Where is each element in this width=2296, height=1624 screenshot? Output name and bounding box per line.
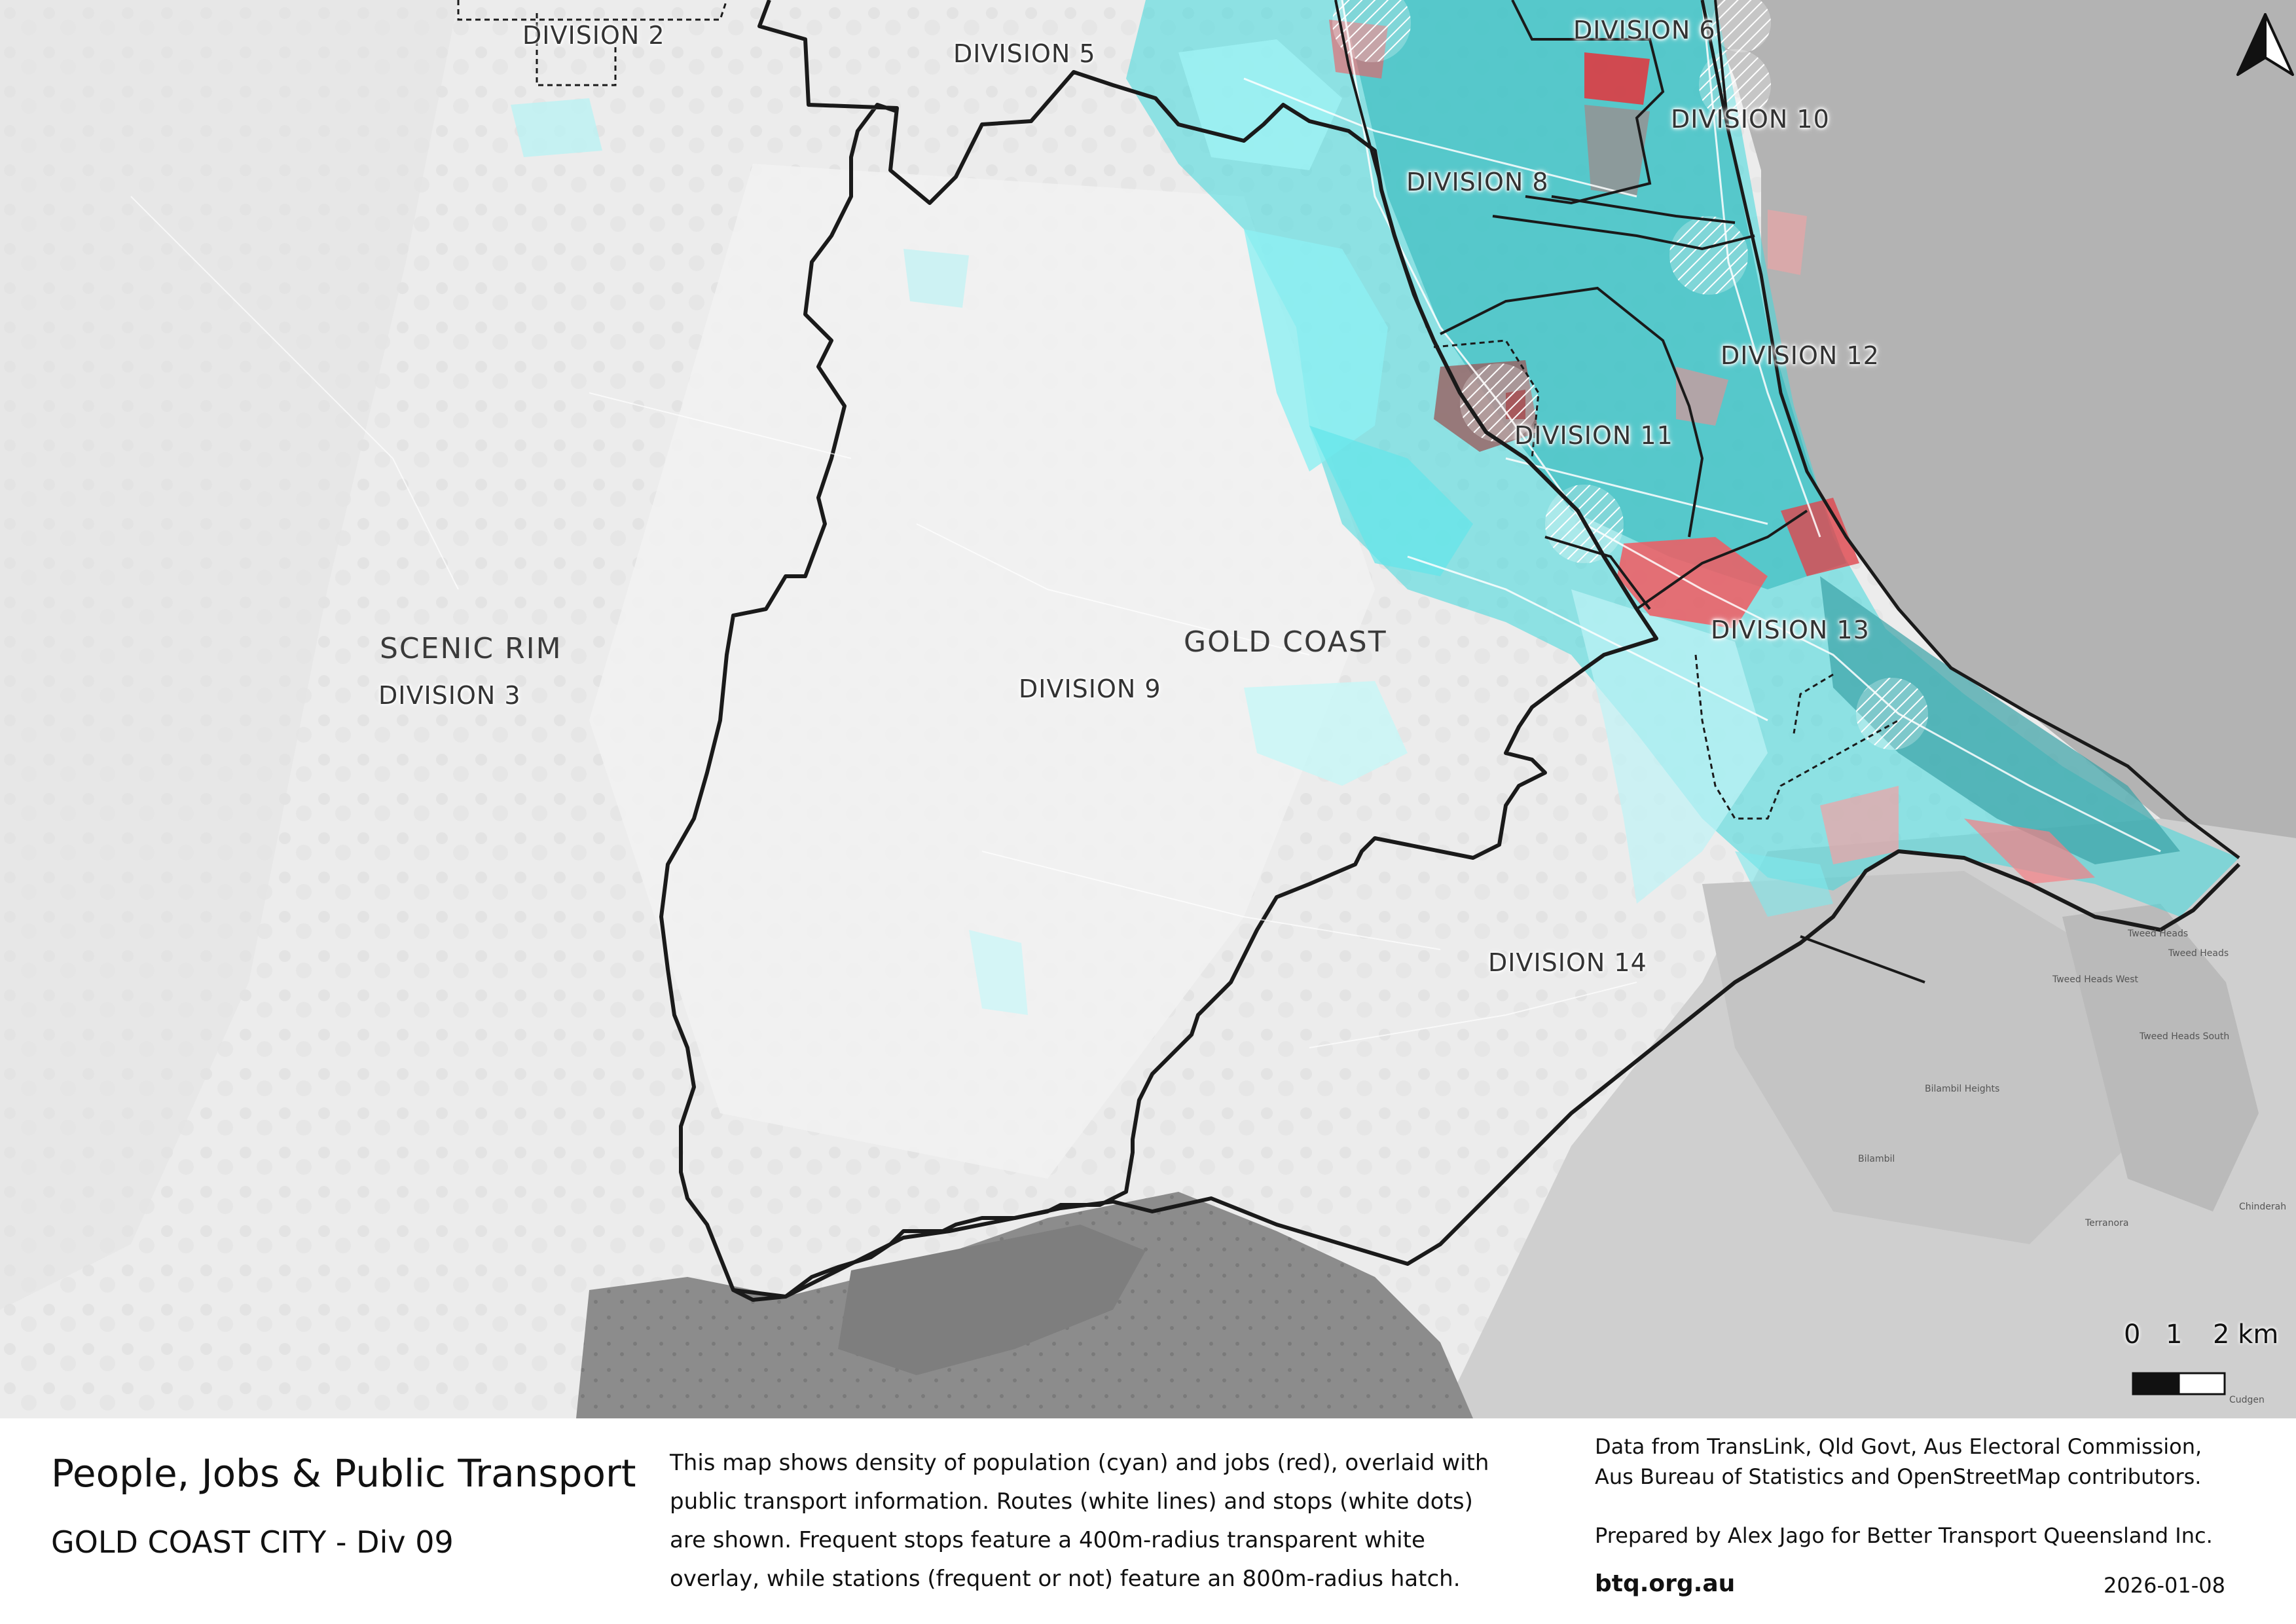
sources-line-1: Data from TransLink, Qld Govt, Aus Elect… bbox=[1595, 1434, 2202, 1459]
scale-tick-0: 0 bbox=[2124, 1320, 2141, 1350]
state-border bbox=[733, 849, 2241, 1299]
description-line-3: are shown. Frequent stops feature a 400m… bbox=[670, 1527, 1425, 1553]
dashed-boundaries bbox=[457, 0, 1899, 820]
map-title: People, Jobs & Public Transport bbox=[51, 1451, 636, 1496]
coast-boundary bbox=[1700, 0, 2240, 859]
description-line-1: This map shows density of population (cy… bbox=[670, 1450, 1489, 1476]
place-tweed-heads: Tweed Heads bbox=[2128, 929, 2189, 939]
map-subtitle: GOLD COAST CITY - Div 09 bbox=[51, 1524, 454, 1560]
transit-routes bbox=[1243, 0, 2161, 853]
place-tweed-heads-west: Tweed Heads West bbox=[2052, 974, 2139, 985]
road-network bbox=[130, 196, 1637, 1048]
division-label-12: DIVISION 12 bbox=[1721, 341, 1880, 370]
forest-patch bbox=[838, 1225, 1146, 1375]
ocean bbox=[1702, 0, 2296, 858]
division-label-8: DIVISION 8 bbox=[1406, 168, 1549, 196]
division-label-9: DIVISION 9 bbox=[1019, 674, 1161, 703]
division-label-3: DIVISION 3 bbox=[378, 681, 521, 710]
place-bilambil-heights: Bilambil Heights bbox=[1925, 1084, 2000, 1094]
place-tweed-heads-south: Tweed Heads South bbox=[2140, 1031, 2230, 1042]
division-label-13: DIVISION 13 bbox=[1711, 616, 1870, 644]
map-layers bbox=[0, 0, 2296, 1418]
place-terranora: Terranora bbox=[2085, 1218, 2129, 1228]
description-line-4: overlay, while stations (frequent or not… bbox=[670, 1566, 1461, 1592]
division-label-14: DIVISION 14 bbox=[1488, 948, 1647, 977]
place-cudgen: Cudgen bbox=[2229, 1395, 2265, 1405]
division-9-boundary bbox=[659, 0, 1658, 1302]
scale-tick-2: 2 km bbox=[2213, 1320, 2279, 1350]
central-terrain bbox=[589, 164, 1375, 1179]
division-boundaries bbox=[1334, 0, 1925, 984]
sources-line-2: Aus Bureau of Statistics and OpenStreetM… bbox=[1595, 1464, 2202, 1489]
division-label-6: DIVISION 6 bbox=[1573, 16, 1716, 45]
region-label-scenic-rim: SCENIC RIM bbox=[380, 632, 562, 665]
division-label-10: DIVISION 10 bbox=[1671, 105, 1830, 134]
legend-footer: People, Jobs & Public Transport GOLD COA… bbox=[0, 1418, 2296, 1624]
website-link[interactable]: btq.org.au bbox=[1595, 1570, 1736, 1597]
scale-tick-1: 1 bbox=[2166, 1320, 2183, 1350]
division-label-11: DIVISION 11 bbox=[1514, 421, 1673, 450]
division-label-2: DIVISION 2 bbox=[522, 21, 665, 50]
map-canvas[interactable]: SCENIC RIM GOLD COAST DIVISION 2 DIVISIO… bbox=[0, 0, 2296, 1418]
place-tweed-heads: Tweed Heads bbox=[2168, 948, 2229, 959]
place-chinderah: Chinderah bbox=[2239, 1202, 2287, 1212]
scale-bar: 0 1 2 km bbox=[2121, 1320, 2278, 1405]
nsw-hills bbox=[1702, 871, 2160, 1244]
prepared-by: Prepared by Alex Jago for Better Transpo… bbox=[1595, 1523, 2213, 1548]
region-label-gold-coast: GOLD COAST bbox=[1184, 625, 1387, 659]
division-label-5: DIVISION 5 bbox=[953, 39, 1096, 68]
scale-bar-graphic bbox=[2132, 1372, 2226, 1395]
map-date: 2026-01-08 bbox=[2104, 1573, 2225, 1598]
place-bilambil: Bilambil bbox=[1858, 1154, 1895, 1164]
tweed-urban bbox=[2062, 904, 2259, 1211]
description-line-2: public transport information. Routes (wh… bbox=[670, 1488, 1473, 1515]
west-terrain-shade bbox=[0, 0, 458, 1310]
